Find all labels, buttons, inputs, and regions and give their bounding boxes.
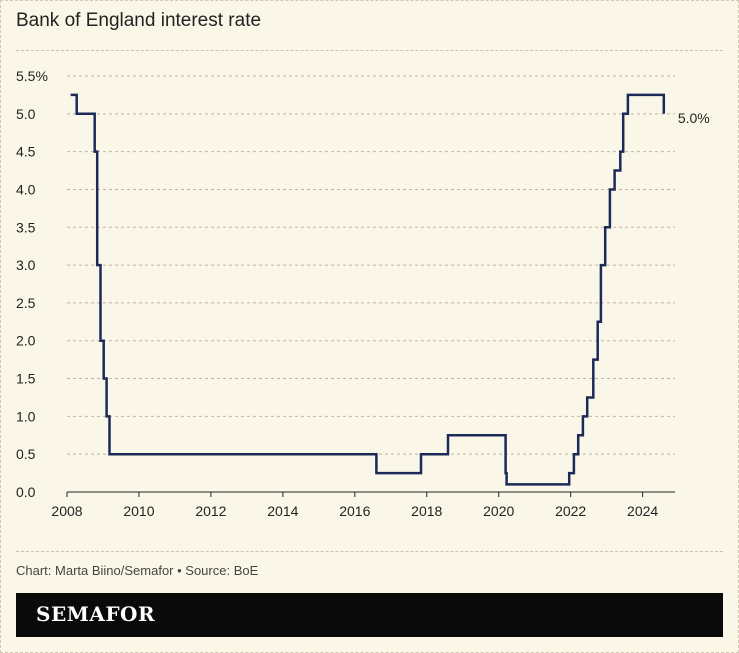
y-tick-label: 5.0 — [16, 106, 36, 122]
x-tick-label: 2018 — [411, 503, 442, 519]
chart-title: Bank of England interest rate — [16, 10, 262, 31]
x-tick-label: 2012 — [195, 503, 226, 519]
y-tick-label: 1.0 — [16, 408, 36, 424]
title-divider — [16, 50, 723, 51]
x-tick-label: 2024 — [627, 503, 658, 519]
x-tick-label: 2020 — [483, 503, 514, 519]
x-tick-label: 2022 — [555, 503, 586, 519]
rate-line-chart: 0.0 0.5 1.0 1.5 2.0 2.5 3.0 3.5 4.0 4.5 5.0 5.5% 20… — [16, 68, 710, 519]
series-line-bank-rate — [70, 93, 666, 486]
y-tick-label: 3.0 — [16, 257, 36, 273]
y-tick-label: 4.0 — [16, 181, 36, 197]
brand-bar: SEMAFOR — [16, 593, 723, 637]
x-tick-labels: 2008 2010 2012 2014 2016 2018 2020 2022 2024 — [51, 492, 658, 519]
y-tick-label: 4.5 — [16, 144, 36, 160]
y-tick-label: 0.0 — [16, 484, 36, 500]
y-tick-label: 2.5 — [16, 295, 36, 311]
x-tick-label: 2014 — [267, 503, 298, 519]
x-tick-label: 2016 — [339, 503, 370, 519]
x-tick-label: 2008 — [51, 503, 82, 519]
y-tick-label: 0.5 — [16, 446, 36, 462]
chart-credit: Chart: Marta Biino/Semafor • Source: BoE — [16, 563, 259, 578]
x-tick-label: 2010 — [123, 503, 154, 519]
end-value-label: 5.0% — [678, 110, 710, 126]
y-tick-label: 2.0 — [16, 333, 36, 349]
y-tick-label: 5.5% — [16, 68, 48, 84]
y-tick-labels: 0.0 0.5 1.0 1.5 2.0 2.5 3.0 3.5 4.0 4.5 5.0 5.5% — [16, 68, 48, 500]
footer-divider — [16, 551, 723, 552]
y-tick-label: 3.5 — [16, 219, 36, 235]
grid-lines — [67, 75, 675, 455]
semafor-logo: SEMAFOR — [36, 602, 156, 626]
y-tick-label: 1.5 — [16, 371, 36, 387]
